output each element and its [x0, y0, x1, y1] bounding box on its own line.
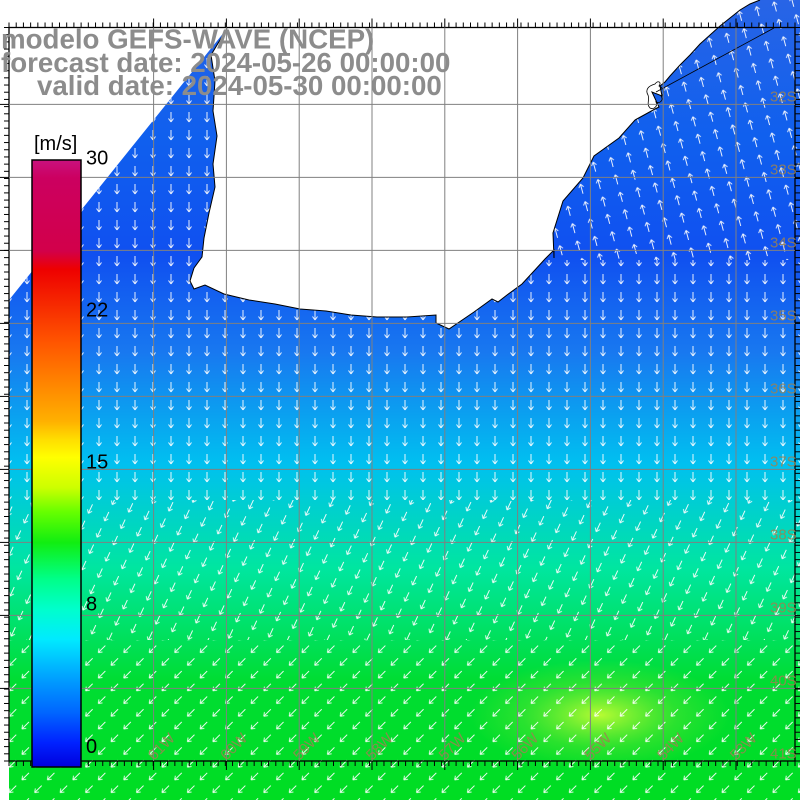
- svg-text:41S: 41S: [770, 746, 797, 763]
- svg-text:40S: 40S: [770, 673, 797, 690]
- svg-text:8: 8: [86, 594, 97, 616]
- svg-text:35S: 35S: [770, 308, 797, 325]
- svg-text:22: 22: [86, 299, 108, 321]
- svg-text:36S: 36S: [770, 381, 797, 398]
- svg-text:34S: 34S: [770, 235, 797, 252]
- svg-text:38S: 38S: [770, 527, 797, 544]
- svg-text:[m/s]: [m/s]: [34, 133, 77, 155]
- svg-text:0: 0: [86, 736, 97, 758]
- svg-text:37S: 37S: [770, 454, 797, 471]
- svg-text:30: 30: [86, 148, 108, 170]
- svg-text:15: 15: [86, 452, 108, 474]
- svg-text:33S: 33S: [770, 162, 797, 179]
- svg-text:39S: 39S: [770, 600, 797, 617]
- svg-text:valid date: 2024-05-30 00:00:0: valid date: 2024-05-30 00:00:00: [37, 70, 442, 101]
- svg-text:32S: 32S: [770, 89, 797, 106]
